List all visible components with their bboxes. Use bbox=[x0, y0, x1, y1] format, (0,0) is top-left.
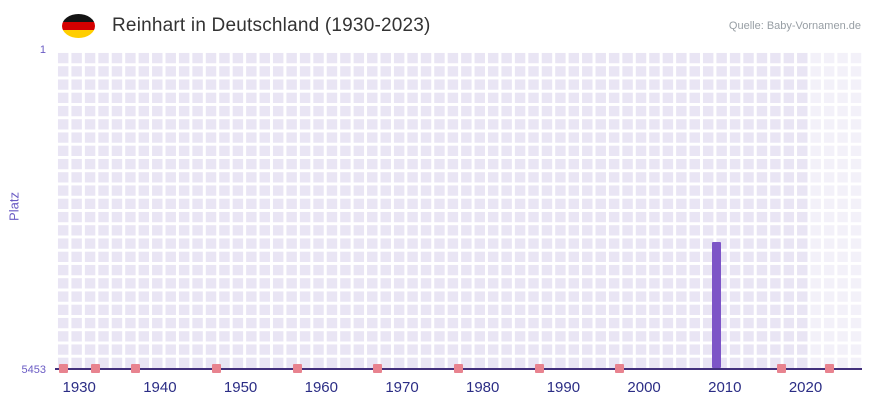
x-tick-2000: 2000 bbox=[627, 379, 661, 396]
chart-title: Reinhart in Deutschland (1930-2023) bbox=[112, 15, 431, 36]
x-tick-1960: 1960 bbox=[304, 379, 338, 396]
y-axis-tick-bottom: 5453 bbox=[21, 364, 46, 376]
x-tick-1990: 1990 bbox=[546, 379, 581, 396]
germany-flag-icon bbox=[62, 14, 95, 38]
bar-1932[interactable] bbox=[90, 364, 100, 373]
bar-1967[interactable] bbox=[373, 364, 383, 373]
x-tick-2010: 2010 bbox=[708, 379, 742, 396]
plot-area bbox=[55, 50, 862, 373]
bar-2023[interactable] bbox=[825, 364, 835, 373]
bar-1987[interactable] bbox=[534, 364, 544, 373]
bar-2017[interactable] bbox=[776, 364, 786, 373]
x-tick-1970: 1970 bbox=[385, 379, 419, 396]
bar-1928[interactable] bbox=[58, 364, 68, 373]
bar-1947[interactable] bbox=[211, 364, 221, 373]
x-axis-labels: 1930 1940 1950 1960 1970 1980 1990 2000 2010 2020 bbox=[55, 379, 862, 399]
x-tick-2020: 2020 bbox=[788, 379, 823, 396]
x-tick-1940: 1940 bbox=[143, 379, 177, 396]
x-tick-1950: 1950 bbox=[223, 379, 258, 396]
y-axis-tick-top: 1 bbox=[39, 44, 46, 56]
y-axis-title: Platz bbox=[6, 192, 22, 221]
bar-1937[interactable] bbox=[131, 364, 141, 373]
x-tick-1930: 1930 bbox=[62, 379, 96, 396]
recent-years-band bbox=[809, 50, 862, 368]
chart-header: Reinhart in Deutschland (1930-2023) Quel… bbox=[62, 12, 861, 40]
bar-2009[interactable] bbox=[712, 242, 722, 368]
bar-1977[interactable] bbox=[454, 364, 463, 373]
bar-1997[interactable] bbox=[615, 364, 625, 373]
source-link[interactable]: Quelle: Baby-Vornamen.de bbox=[728, 20, 861, 32]
x-tick-1980: 1980 bbox=[466, 379, 500, 396]
bar-1957[interactable] bbox=[292, 364, 302, 373]
